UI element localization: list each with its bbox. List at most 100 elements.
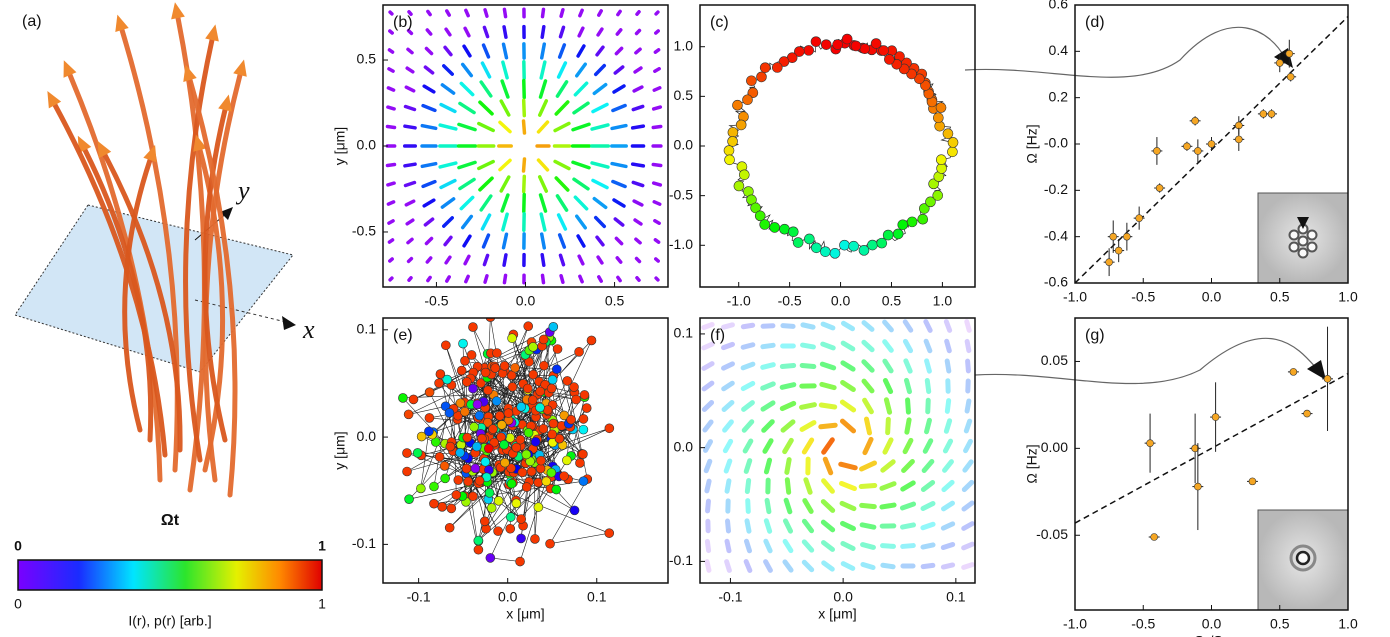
trajectory-point [424,426,434,437]
y-arrow [220,207,233,220]
trajectory-point [586,335,597,346]
field-arrow [634,256,642,264]
field-arrow [651,105,663,111]
field-arrow [538,193,548,213]
field-arrow [820,341,836,351]
vector-line [183,37,215,463]
point [1194,482,1202,491]
trajectory-point [759,219,770,230]
trajectory-point [496,420,507,430]
trajectory-point [792,237,804,248]
field-arrow [902,319,914,333]
field-arrow [800,342,816,350]
field-arrow [539,212,547,232]
x-tick-label: 1.0 [1338,616,1358,632]
arrow-head [205,24,219,42]
y-tick-label: 0.0 [357,137,377,153]
vector-line [122,157,153,433]
field-arrow [821,540,835,552]
field-arrow [822,456,834,476]
trajectory-point [510,362,520,373]
x-axis-label: x [μm] [818,606,856,622]
field-arrow [553,159,571,171]
trajectory-point [444,522,455,533]
point [1275,59,1284,67]
field-arrow [701,322,715,330]
field-arrow [597,275,603,283]
trajectory-point [460,356,470,366]
trajectory-point [453,475,464,485]
field-arrow [460,214,474,230]
vector-line [102,152,183,453]
field-arrow [761,419,775,433]
field-arrow [612,84,626,94]
trajectory-point [925,196,936,208]
point [1114,246,1123,255]
field-arrow [538,79,548,99]
axis-label: y [235,176,250,205]
field-arrow [961,562,975,570]
field-arrow [924,377,932,395]
x-tick-label: 0.1 [587,589,607,605]
y-tick-label: -0.5 [352,223,376,239]
point [1155,184,1164,192]
field-arrow [592,82,608,96]
field-arrow [405,218,415,226]
point [1105,258,1113,266]
field-arrow [782,518,794,534]
field-arrow [458,177,476,191]
field-arrow [941,479,955,493]
trajectory-point [398,393,408,403]
field-arrow [721,322,735,330]
field-arrow [779,362,797,370]
trajectory-point [408,394,419,405]
field-arrow [760,342,776,350]
trajectory-point [516,514,527,524]
field-arrow [590,123,610,131]
field-arrow [498,120,512,134]
field-arrow [780,419,796,433]
field-arrow [632,85,644,93]
field-arrow [387,238,395,244]
x-tick-label: 0.0 [516,293,536,309]
field-arrow [883,397,893,415]
field-arrow [763,457,773,475]
field-arrow [573,81,589,97]
field-arrow [903,377,913,395]
y-tick-label: 0.1 [674,325,694,341]
vector-line [202,107,228,443]
field-arrow [592,196,608,210]
trajectory-point [528,369,538,380]
field-arrow [840,320,856,332]
trajectory-point [416,483,426,494]
field-arrow [904,417,912,435]
trajectory-point [578,414,589,424]
field-arrow [633,66,643,74]
field-arrow [458,101,476,115]
connector-arrow [1307,360,1326,380]
field-arrow [614,236,624,246]
field-arrow [882,437,894,455]
point [1248,477,1257,486]
field-arrow [882,319,894,333]
trajectory-point [811,242,822,254]
point [1286,73,1295,81]
field-arrow [799,362,817,370]
y-tick-label: 0.4 [1049,42,1069,58]
x-tick-label: 0.0 [1202,289,1222,305]
field-arrow [800,322,816,330]
field-arrow [779,382,797,390]
field-arrow [423,217,435,227]
field-arrow [572,177,590,191]
field-arrow [704,538,712,554]
inset-spot [1306,241,1318,253]
field-arrow [862,397,874,415]
field-arrow [457,160,477,170]
trajectory-point [539,360,549,371]
trajectory-point [554,433,565,444]
trajectory-point [523,321,534,332]
field-arrow [940,521,956,531]
trajectory-point [867,239,878,251]
trajectory-point [490,363,501,373]
trajectory-point [882,229,894,241]
